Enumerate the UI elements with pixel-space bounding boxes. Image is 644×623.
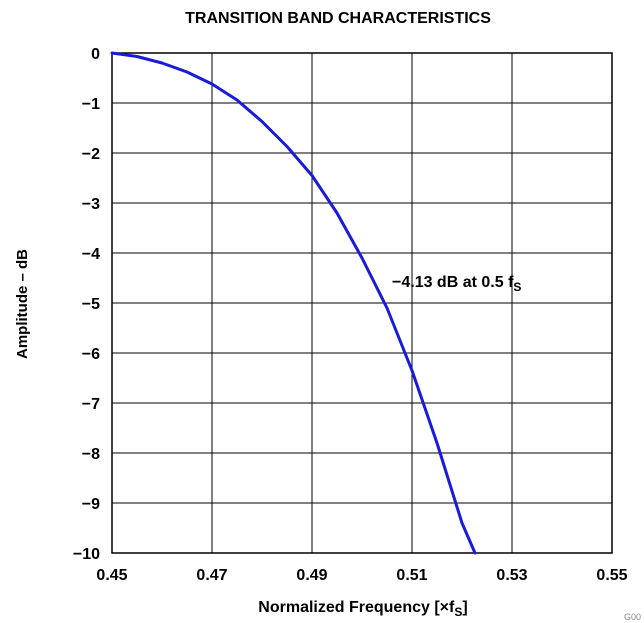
figure-code: G00: [624, 612, 641, 622]
y-tick-label: −8: [82, 446, 100, 463]
x-tick-labels: 0.45 0.47 0.49 0.51 0.53 0.55: [96, 567, 627, 584]
y-tick-label: −4: [82, 246, 100, 263]
x-axis-label-main: Normalized Frequency [×f: [258, 599, 455, 616]
plot-frame: [111, 52, 613, 554]
y-tick-label: −1: [82, 96, 100, 113]
chart-title: TRANSITION BAND CHARACTERISTICS: [185, 10, 491, 27]
x-tick-label: 0.45: [96, 567, 127, 584]
grid: [111, 52, 613, 554]
y-tick-label: −10: [73, 546, 100, 563]
x-tick-label: 0.51: [396, 567, 427, 584]
x-axis-label-suffix: ]: [462, 599, 467, 616]
y-tick-labels: 0 −1 −2 −3 −4 −5 −6 −7 −8 −9 −10: [73, 46, 100, 563]
x-tick-label: 0.55: [596, 567, 627, 584]
y-axis-label: Amplitude – dB: [14, 249, 31, 359]
y-tick-label: −9: [82, 496, 100, 513]
y-tick-label: −2: [82, 146, 100, 163]
y-tick-label: −7: [82, 396, 100, 413]
x-axis-label: Normalized Frequency [×fS]: [258, 599, 467, 619]
x-tick-label: 0.47: [196, 567, 227, 584]
curve-annotation: −4.13 dB at 0.5 fS: [392, 274, 521, 294]
y-tick-label: −3: [82, 196, 100, 213]
x-tick-label: 0.49: [296, 567, 327, 584]
y-tick-label: 0: [91, 46, 100, 63]
series-line: [110, 51, 477, 555]
annotation-main: −4.13 dB at 0.5 f: [392, 274, 514, 291]
y-tick-label: −6: [82, 346, 100, 363]
x-axis-label-subscript: S: [454, 605, 462, 619]
x-tick-label: 0.53: [496, 567, 527, 584]
annotation-subscript: S: [513, 280, 521, 294]
y-tick-label: −5: [82, 296, 100, 313]
series: [110, 51, 477, 555]
